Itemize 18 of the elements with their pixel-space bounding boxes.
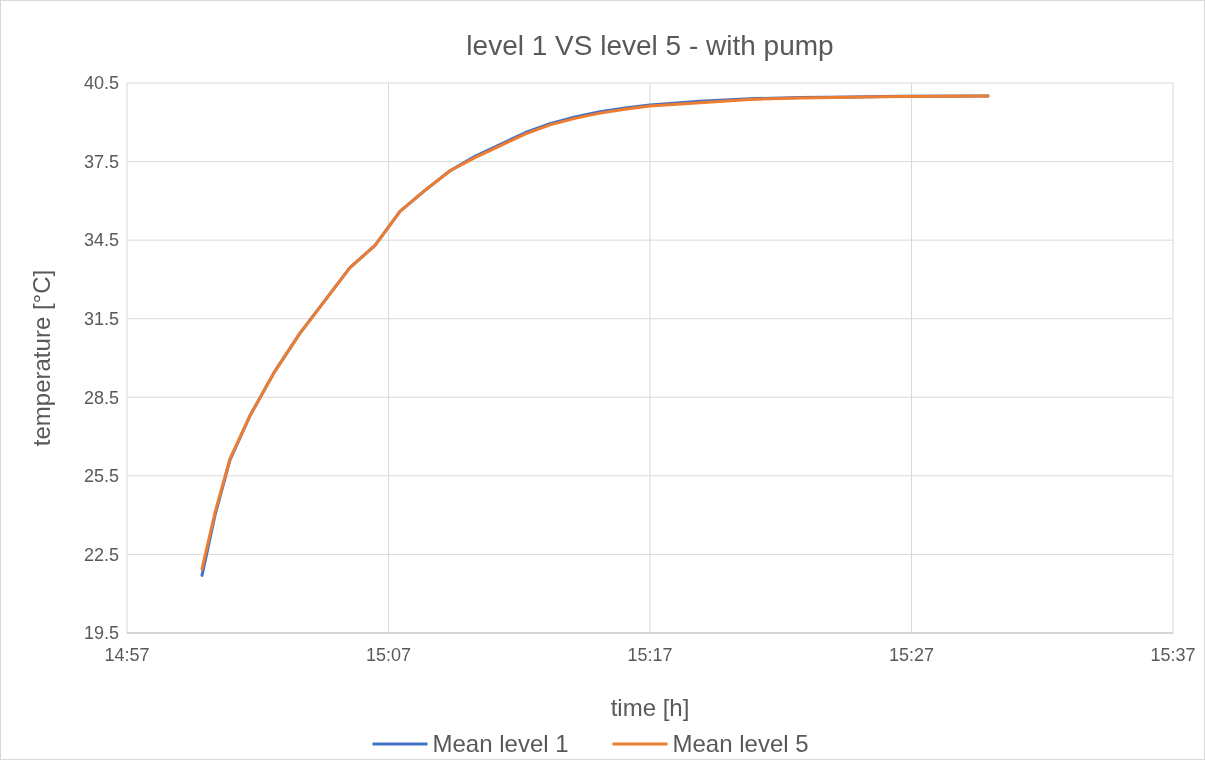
y-tick-label: 40.5 <box>83 73 119 94</box>
y-tick-label: 37.5 <box>83 151 119 172</box>
x-tick-label: 14:57 <box>104 645 150 665</box>
x-tick-label: 15:07 <box>366 645 412 665</box>
y-tick-label: 25.5 <box>83 466 119 487</box>
chart-title: level 1 VS level 5 - with pump <box>466 30 834 61</box>
y-tick-label: 31.5 <box>83 309 119 330</box>
x-tick-label: 15:17 <box>627 645 673 665</box>
y-tick-label: 28.5 <box>83 387 119 408</box>
y-tick-label: 34.5 <box>83 230 119 251</box>
y-tick-label: 22.5 <box>83 544 119 565</box>
x-axis-title: time [h] <box>610 694 690 721</box>
y-tick-label: 19.5 <box>83 623 119 644</box>
y-axis-title: temperature [°C] <box>28 269 55 447</box>
legend-label: Mean level 1 <box>432 730 569 758</box>
x-tick-label: 15:27 <box>888 645 934 665</box>
legend-label: Mean level 5 <box>672 730 809 758</box>
x-tick-label: 15:37 <box>1150 645 1196 665</box>
